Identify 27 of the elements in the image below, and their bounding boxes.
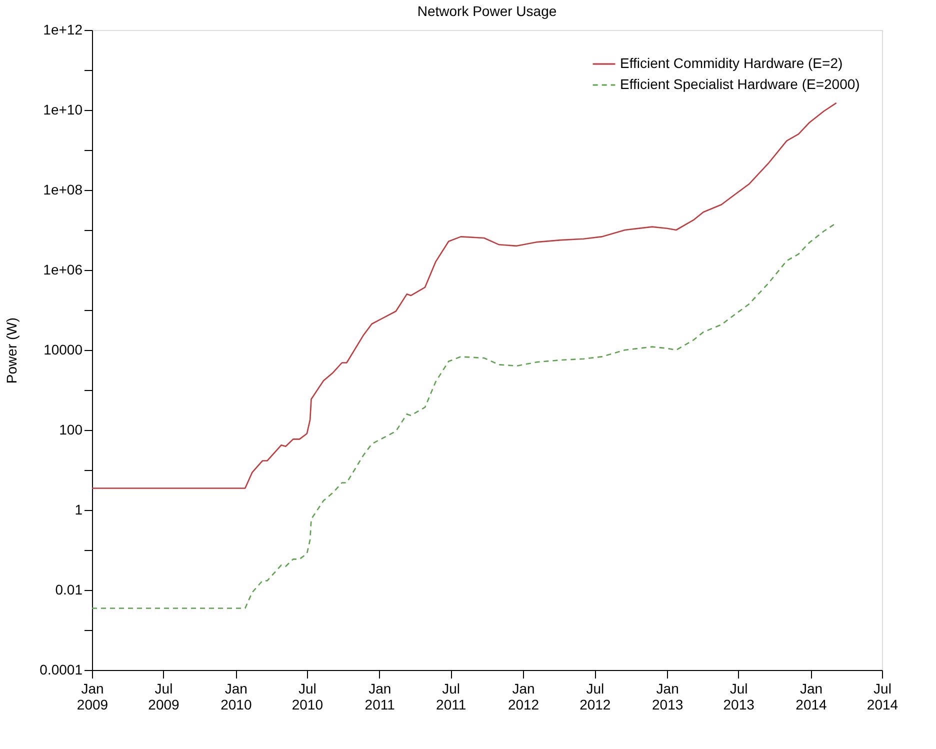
y-tick-label: 1e+12 [43,22,83,38]
legend-label: Efficient Commidity Hardware (E=2) [620,55,843,71]
y-tick-label: 1e+08 [43,182,83,198]
line-series [91,102,837,489]
x-tick-label: Jan 2011 [364,680,396,712]
x-tick-label: Jul 2009 [148,680,180,712]
x-tick-label: Jan 2010 [220,680,252,712]
y-tick-label: 1e+06 [43,262,83,278]
y-tick-label: 0.0001 [40,662,83,678]
x-tick-label: Jan 2013 [652,680,684,712]
x-tick-label: Jan 2009 [76,680,108,712]
y-tick-label: 100 [59,422,83,438]
line-series [91,222,837,609]
legend-label: Efficient Specialist Hardware (E=2000) [620,76,860,92]
y-axis-title: Power (W) [4,317,20,384]
x-tick-label: Jan 2012 [508,680,540,712]
x-tick-label: Jul 2011 [436,680,466,712]
y-tick-label: 1 [74,502,83,518]
x-tick-label: Jul 2013 [723,680,755,712]
x-tick-label: Jul 2014 [866,680,898,712]
x-tick-label: Jan 2014 [796,680,828,712]
x-tick-label: Jul 2010 [292,680,324,712]
x-tick-label: Jul 2012 [580,680,611,712]
chart-title: Network Power Usage [417,3,557,19]
y-tick-label: 1e+10 [43,102,83,118]
y-tick-label: 10000 [44,342,83,358]
y-tick-label: 0.01 [55,582,83,598]
